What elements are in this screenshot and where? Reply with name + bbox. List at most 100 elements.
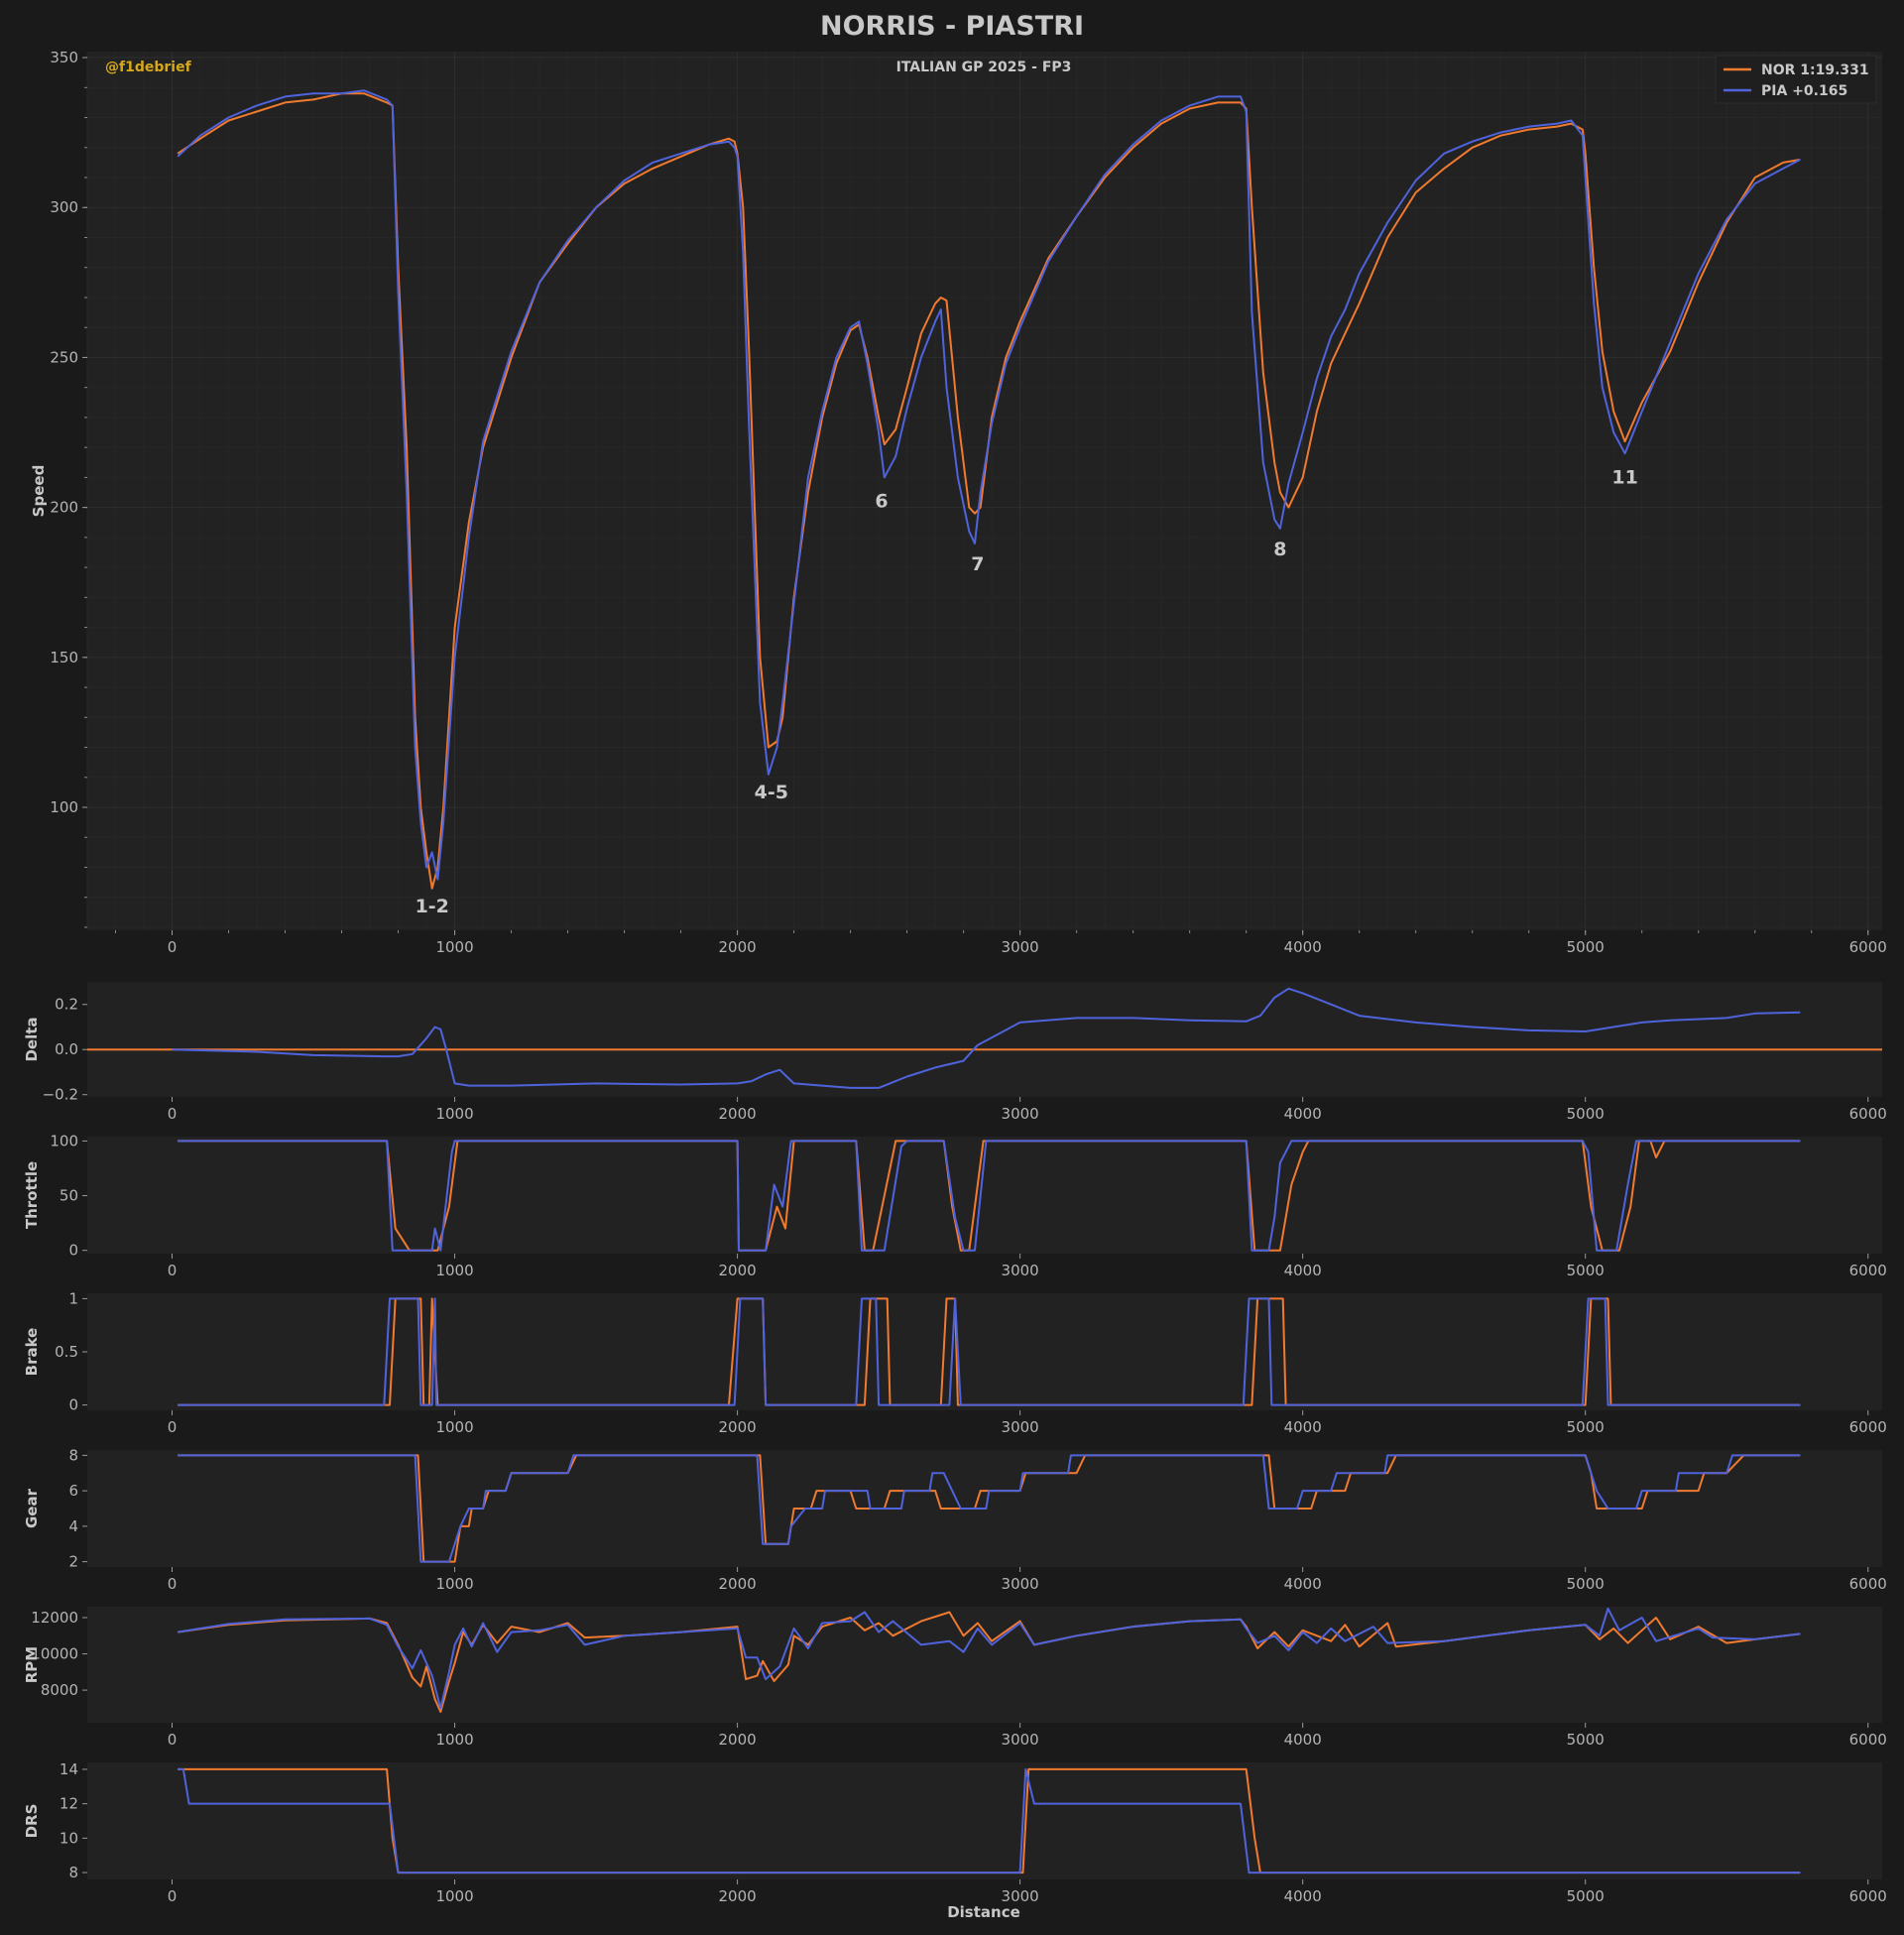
gear-y-tick-label: 8 [68, 1446, 78, 1464]
throttle-x-tick-label: 4000 [1284, 1262, 1322, 1279]
drs-series-pia [178, 1767, 1801, 1875]
delta-x-tick-label: 5000 [1567, 1105, 1605, 1123]
rpm-y-tick-label: 10000 [31, 1645, 78, 1663]
drs-y-tick-label: 10 [60, 1829, 78, 1847]
throttle-x-tick-label: 2000 [718, 1262, 756, 1279]
gear-x-tick-label: 3000 [1002, 1575, 1039, 1593]
brake-x-tick-label: 5000 [1567, 1418, 1605, 1436]
gear-x-tick-label: 0 [168, 1575, 178, 1593]
speed-series-nor [177, 92, 1801, 890]
brake-x-tick-label: 3000 [1002, 1418, 1039, 1436]
brake-y-tick-label: 1 [68, 1289, 78, 1307]
rpm-y-axis-label: RPM [23, 1646, 41, 1683]
drs-y-axis-label: DRS [23, 1804, 41, 1839]
throttle-y-axis-label: Throttle [23, 1161, 41, 1229]
brake-x-tick-label: 4000 [1284, 1418, 1322, 1436]
speed-y-tick-label: 100 [50, 798, 78, 816]
speed-y-tick-label: 300 [50, 198, 78, 216]
corner-label: 1-2 [416, 896, 449, 917]
gear-y-tick-label: 2 [68, 1553, 78, 1571]
delta-y-tick-label: 0.0 [55, 1040, 78, 1058]
throttle-x-tick-label: 6000 [1849, 1262, 1887, 1279]
drs-y-tick-label: 14 [60, 1760, 78, 1778]
delta-x-tick-label: 3000 [1002, 1105, 1039, 1123]
gear-x-tick-label: 2000 [718, 1575, 756, 1593]
rpm-x-tick-label: 3000 [1002, 1731, 1039, 1749]
rpm-series-nor [178, 1611, 1801, 1713]
speed-y-tick-label: 350 [50, 49, 78, 66]
gear-y-tick-label: 6 [68, 1482, 78, 1500]
delta-x-tick-label: 0 [168, 1105, 178, 1123]
brake-y-tick-label: 0 [68, 1396, 78, 1414]
drs-y-tick-label: 8 [68, 1864, 78, 1881]
drs-x-tick-label: 3000 [1002, 1887, 1039, 1905]
rpm-x-tick-label: 2000 [718, 1731, 756, 1749]
chart-title: NORRIS - PIASTRI [820, 11, 1084, 42]
throttle-x-tick-label: 1000 [435, 1262, 473, 1279]
speed-series-pia [177, 89, 1801, 881]
speed-x-tick-label: 6000 [1849, 938, 1887, 956]
throttle-y-tick-label: 50 [60, 1187, 78, 1205]
drs-x-tick-label: 0 [168, 1887, 178, 1905]
brake-x-tick-label: 1000 [435, 1418, 473, 1436]
speed-y-tick-label: 150 [50, 649, 78, 666]
legend-entry: NOR 1:19.331 [1761, 62, 1869, 78]
delta-x-tick-label: 6000 [1849, 1105, 1887, 1123]
delta-series-pia [172, 987, 1801, 1089]
rpm-x-tick-label: 0 [168, 1731, 178, 1749]
speed-y-tick-label: 250 [50, 348, 78, 366]
delta-x-tick-label: 2000 [718, 1105, 756, 1123]
rpm-series-pia [178, 1607, 1801, 1710]
rpm-y-tick-label: 12000 [31, 1609, 78, 1627]
gear-x-tick-label: 4000 [1284, 1575, 1322, 1593]
brake-x-tick-label: 6000 [1849, 1418, 1887, 1436]
speed-x-tick-label: 2000 [718, 938, 756, 956]
rpm-x-tick-label: 6000 [1849, 1731, 1887, 1749]
drs-x-tick-label: 1000 [435, 1887, 473, 1905]
legend-box [1715, 55, 1877, 104]
speed-x-tick-label: 1000 [435, 938, 473, 956]
throttle-y-tick-label: 100 [50, 1132, 78, 1149]
chart-subtitle: ITALIAN GP 2025 - FP3 [896, 60, 1072, 75]
legend-entry: PIA +0.165 [1761, 83, 1847, 99]
throttle-x-tick-label: 5000 [1567, 1262, 1605, 1279]
delta-y-axis-label: Delta [23, 1017, 41, 1061]
gear-x-tick-label: 1000 [435, 1575, 473, 1593]
gear-y-axis-label: Gear [23, 1488, 41, 1528]
drs-x-tick-label: 2000 [718, 1887, 756, 1905]
rpm-y-tick-label: 8000 [41, 1681, 78, 1699]
speed-panel-background [87, 52, 1882, 930]
drs-y-tick-label: 12 [60, 1795, 78, 1813]
corner-label: 7 [971, 553, 984, 575]
gear-y-tick-label: 4 [68, 1517, 78, 1535]
gear-x-tick-label: 6000 [1849, 1575, 1887, 1593]
rpm-x-tick-label: 4000 [1284, 1731, 1322, 1749]
rpm-panel-background [87, 1607, 1882, 1723]
speed-x-tick-label: 5000 [1567, 938, 1605, 956]
rpm-x-tick-label: 1000 [435, 1731, 473, 1749]
brake-x-tick-label: 0 [168, 1418, 178, 1436]
corner-label: 8 [1273, 539, 1286, 560]
gear-series-pia [178, 1454, 1801, 1563]
brake-series-pia [178, 1297, 1801, 1406]
watermark-text: @f1debrief [105, 60, 192, 75]
corner-label: 6 [875, 491, 888, 513]
rpm-x-tick-label: 5000 [1567, 1731, 1605, 1749]
speed-x-tick-label: 0 [168, 938, 178, 956]
brake-panel-background [87, 1293, 1882, 1410]
x-axis-label: Distance [947, 1903, 1020, 1921]
throttle-y-tick-label: 0 [68, 1242, 78, 1260]
throttle-series-pia [178, 1140, 1801, 1252]
brake-x-tick-label: 2000 [718, 1418, 756, 1436]
throttle-x-tick-label: 3000 [1002, 1262, 1039, 1279]
corner-label: 11 [1611, 466, 1637, 488]
drs-panel-background [87, 1762, 1882, 1879]
corner-label: 4-5 [755, 782, 788, 803]
delta-x-tick-label: 1000 [435, 1105, 473, 1123]
gear-x-tick-label: 5000 [1567, 1575, 1605, 1593]
delta-x-tick-label: 4000 [1284, 1105, 1322, 1123]
speed-x-tick-label: 4000 [1284, 938, 1322, 956]
drs-x-tick-label: 6000 [1849, 1887, 1887, 1905]
brake-y-axis-label: Brake [23, 1328, 41, 1377]
